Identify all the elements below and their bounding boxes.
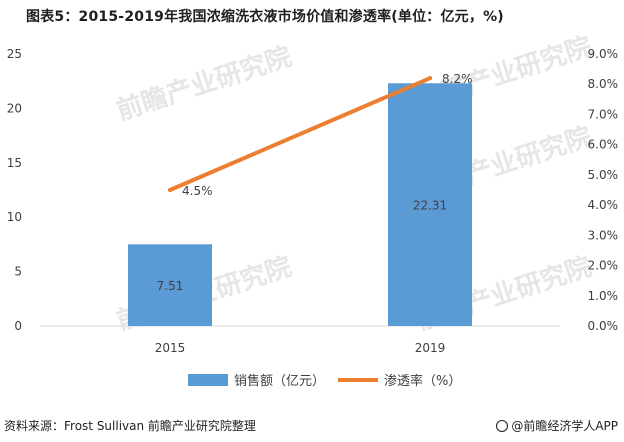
- line-layer: [168, 76, 432, 192]
- legend-label-bar: 销售额（亿元）: [234, 373, 325, 389]
- y-right-tick-label: 8.0%: [588, 77, 619, 91]
- y-right-tick-label: 0.0%: [588, 319, 619, 333]
- line-data-label: 8.2%: [442, 72, 473, 86]
- legend: 销售额（亿元） 渗透率（%）: [188, 373, 461, 389]
- y-left-tick-label: 25: [7, 47, 22, 61]
- bar: [388, 83, 472, 326]
- bar-data-label: 22.31: [413, 199, 447, 213]
- y-right-tick-label: 1.0%: [588, 289, 619, 303]
- legend-label-line: 渗透率（%）: [384, 373, 461, 389]
- brand-credit: @前瞻经济学人APP: [496, 417, 618, 434]
- y-left-tick-label: 20: [7, 101, 22, 115]
- chart-title: 图表5：2015-2019年我国浓缩洗衣液市场价值和渗透率(单位：亿元，%): [26, 9, 504, 25]
- x-tick-label: 2019: [415, 341, 446, 355]
- labels-layer: 7.51 22.31 4.5% 8.2%: [157, 72, 473, 293]
- y-left-tick-label: 15: [7, 156, 22, 170]
- x-tick-label: 2015: [155, 341, 186, 355]
- line-point: [168, 188, 172, 192]
- legend-swatch-bar: [188, 374, 228, 386]
- bar: [128, 244, 212, 326]
- y-right-tick-label: 3.0%: [588, 228, 619, 242]
- bars-layer: [128, 83, 472, 326]
- y-left-tick-label: 10: [7, 210, 22, 224]
- y-left-tick-label: 5: [14, 265, 22, 279]
- y-right-tick-label: 6.0%: [588, 138, 619, 152]
- source-note: 资料来源：Frost Sullivan 前瞻产业研究院整理: [4, 419, 256, 433]
- y-right-tick-label: 4.0%: [588, 198, 619, 212]
- line-point: [428, 76, 432, 81]
- watermark-text: 前瞻产业研究院: [113, 41, 296, 127]
- y-right-tick-label: 7.0%: [588, 107, 619, 121]
- y-right-tick-label: 2.0%: [588, 259, 619, 273]
- y-right-tick-label: 5.0%: [588, 168, 619, 182]
- brand-logo-icon: [496, 420, 509, 432]
- y-left-tick-label: 0: [14, 319, 22, 333]
- brand-text: @前瞻经济学人APP: [511, 419, 618, 433]
- y-right-tick-label: 9.0%: [588, 47, 619, 61]
- line-data-label: 4.5%: [182, 184, 213, 198]
- bar-data-label: 7.51: [157, 279, 184, 293]
- penetration-line: [168, 76, 432, 192]
- axes-layer: 0 5 10 15 20 25 0.0% 1.0% 2.0% 3.0% 4.0% 5.0% 6.0% 7.…: [7, 47, 618, 355]
